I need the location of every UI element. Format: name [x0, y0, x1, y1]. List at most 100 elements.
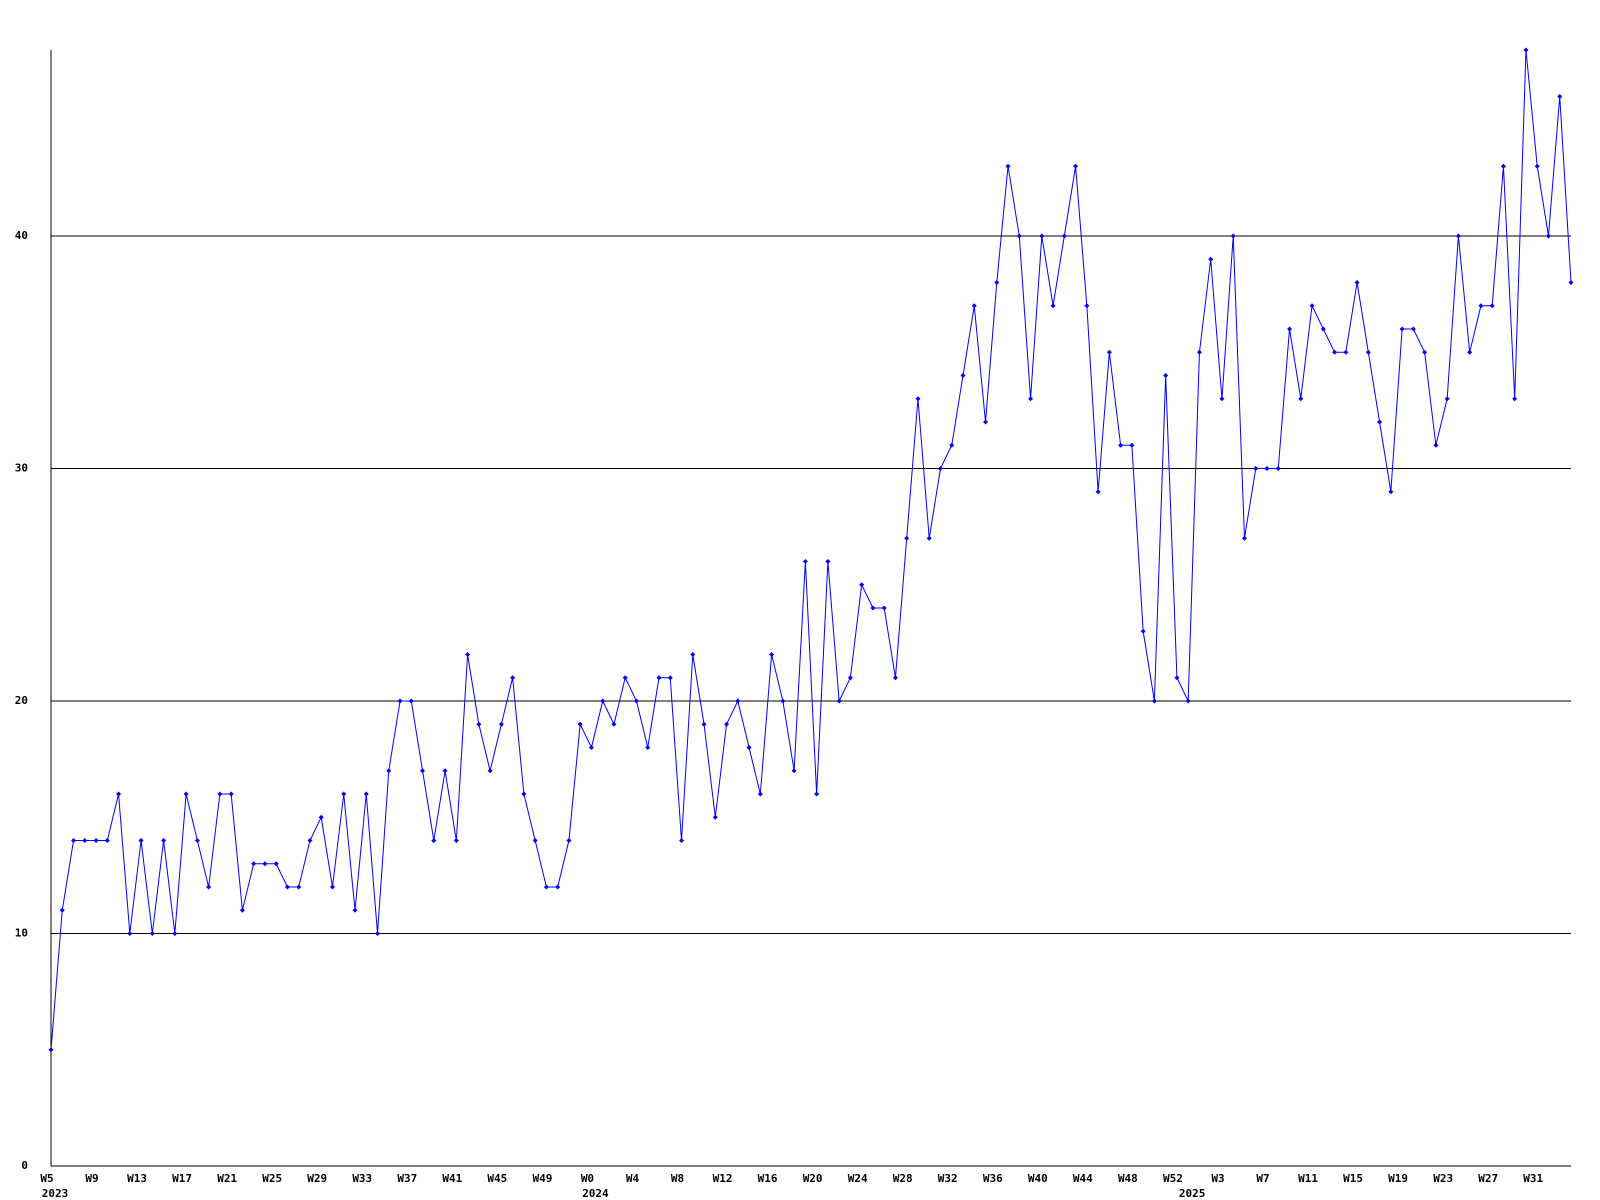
x-tick-label: W13: [127, 1172, 147, 1185]
point-marker: [1118, 442, 1124, 448]
point-marker: [1332, 349, 1338, 355]
y-tick-label: 10: [15, 927, 28, 940]
x-tick-label: W23: [1433, 1172, 1453, 1185]
x-tick-label: W17: [172, 1172, 192, 1185]
point-marker: [48, 1047, 54, 1053]
point-marker: [1365, 349, 1371, 355]
point-marker: [1073, 163, 1079, 169]
point-marker: [352, 907, 358, 913]
x-tick-label: W12: [713, 1172, 733, 1185]
point-marker: [127, 931, 133, 936]
point-marker: [1129, 442, 1135, 448]
point-marker: [296, 884, 302, 890]
x-tick-label: W36: [983, 1172, 1003, 1185]
x-tick-label: W7: [1256, 1172, 1269, 1185]
point-marker: [1512, 396, 1518, 402]
point-marker: [791, 768, 797, 774]
x-tick-label: W9: [85, 1172, 98, 1185]
point-marker: [1557, 94, 1563, 99]
point-marker: [431, 838, 437, 843]
y-tick-label: 0: [21, 1159, 28, 1172]
point-marker: [712, 814, 718, 820]
point-marker: [1140, 628, 1146, 634]
x-tick-label: W27: [1478, 1172, 1498, 1185]
point-marker: [1061, 233, 1067, 239]
x-tick-label: W37: [397, 1172, 417, 1185]
x-tick-label: W3: [1211, 1172, 1224, 1185]
point-marker: [881, 605, 887, 611]
point-marker: [476, 721, 482, 727]
point-marker: [1410, 326, 1416, 332]
point-marker: [994, 280, 1000, 285]
point-marker: [757, 791, 763, 797]
point-marker: [892, 675, 898, 681]
point-marker: [769, 652, 775, 657]
point-marker: [1208, 256, 1214, 262]
x-year-label: 2025: [1179, 1187, 1206, 1200]
point-marker: [588, 745, 594, 750]
point-marker: [1320, 326, 1326, 332]
point-marker: [937, 466, 943, 471]
y-tick-label: 20: [15, 694, 28, 707]
point-marker: [1343, 349, 1349, 355]
point-marker: [656, 675, 662, 681]
y-tick-label: 40: [15, 229, 28, 242]
point-marker: [1230, 233, 1236, 239]
point-marker: [611, 721, 617, 727]
point-marker: [1106, 349, 1112, 355]
point-marker: [1444, 396, 1450, 402]
point-marker: [870, 605, 876, 611]
x-tick-label: W31: [1523, 1172, 1543, 1185]
point-marker: [724, 721, 730, 727]
point-marker: [307, 838, 313, 843]
point-marker: [1028, 396, 1034, 402]
x-tick-label: W45: [487, 1172, 507, 1185]
point-marker: [1084, 303, 1090, 309]
point-marker: [1467, 349, 1473, 355]
point-marker: [498, 721, 504, 727]
point-marker: [679, 838, 685, 843]
point-marker: [633, 698, 639, 704]
point-marker: [1219, 396, 1225, 402]
point-marker: [228, 791, 234, 797]
point-marker: [71, 838, 77, 843]
x-tick-label: W20: [803, 1172, 823, 1185]
point-marker: [521, 791, 527, 797]
point-marker: [251, 861, 257, 867]
point-marker: [59, 907, 65, 913]
x-tick-label: W8: [671, 1172, 684, 1185]
point-marker: [949, 442, 955, 448]
point-marker: [1253, 466, 1259, 471]
point-marker: [194, 838, 200, 843]
point-marker: [273, 861, 279, 867]
x-tick-label: W33: [352, 1172, 372, 1185]
point-marker: [532, 838, 538, 843]
point-marker: [93, 838, 99, 843]
series-line: [50, 49, 1572, 1050]
point-marker: [600, 698, 606, 704]
x-tick-label: W44: [1073, 1172, 1093, 1185]
point-marker: [1050, 303, 1056, 309]
point-marker: [667, 675, 673, 681]
x-tick-label: W21: [217, 1172, 237, 1185]
point-marker: [1478, 303, 1484, 309]
point-marker: [1241, 535, 1247, 541]
point-marker: [1377, 419, 1383, 425]
point-marker: [239, 907, 245, 913]
point-marker: [386, 768, 392, 774]
point-marker: [859, 582, 865, 588]
point-marker: [1264, 466, 1270, 471]
x-year-label: 2023: [42, 1187, 69, 1200]
point-marker: [1298, 396, 1304, 402]
point-marker: [1433, 442, 1439, 448]
point-marker: [926, 535, 932, 541]
point-marker: [487, 768, 493, 774]
point-marker: [1545, 233, 1551, 239]
point-marker: [172, 931, 178, 936]
point-marker: [1568, 280, 1574, 285]
point-marker: [465, 652, 471, 657]
x-tick-label: W16: [758, 1172, 778, 1185]
point-marker: [284, 884, 290, 890]
point-marker: [453, 838, 459, 843]
